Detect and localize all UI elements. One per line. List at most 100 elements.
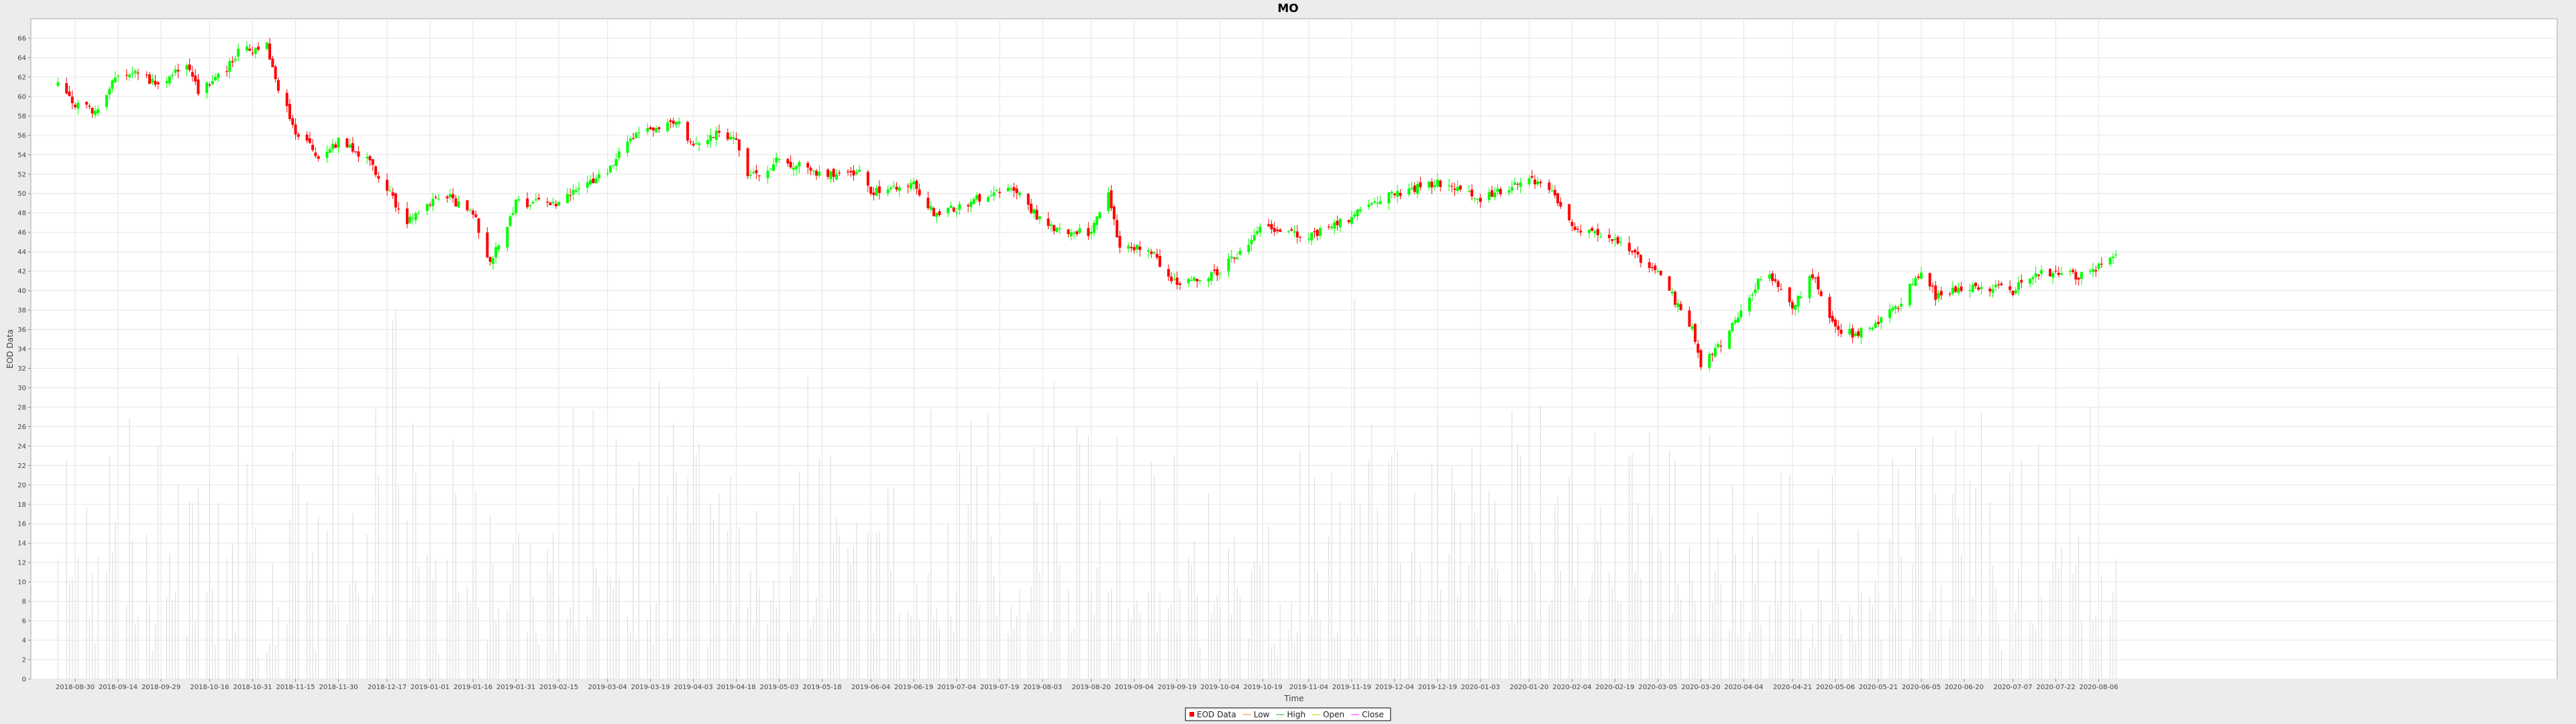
x-tick-label: 2018-09-14 bbox=[99, 684, 138, 691]
candle-body bbox=[1659, 270, 1662, 276]
candle-body bbox=[1596, 229, 1599, 235]
candle-body bbox=[1175, 278, 1179, 285]
candle-body bbox=[1728, 330, 1731, 349]
candle-body bbox=[1690, 326, 1694, 329]
candle-body bbox=[337, 137, 340, 148]
candle-body bbox=[2074, 272, 2078, 280]
x-tick-label: 2020-07-22 bbox=[2036, 684, 2075, 691]
candle-body bbox=[1227, 258, 1230, 272]
x-tick-label: 2019-11-04 bbox=[1289, 684, 1328, 691]
candle-body bbox=[1510, 187, 1513, 191]
candle-body bbox=[1697, 343, 1700, 353]
candle-body bbox=[1356, 209, 1359, 217]
candle-body bbox=[65, 83, 68, 94]
x-tick-label: 2020-01-20 bbox=[1509, 684, 1548, 691]
candle-body bbox=[932, 208, 935, 217]
candle-body bbox=[912, 181, 916, 184]
candle-body bbox=[1573, 226, 1576, 230]
candle-body bbox=[131, 72, 134, 74]
candle-body bbox=[1159, 255, 1162, 267]
candle-body bbox=[1971, 284, 1974, 292]
candle-body bbox=[165, 81, 168, 83]
candle-body bbox=[935, 213, 938, 217]
candle-body bbox=[987, 197, 990, 202]
candle-body bbox=[1588, 229, 1591, 233]
candle-body bbox=[1116, 220, 1119, 237]
candle-body bbox=[531, 202, 535, 204]
candle-body bbox=[1768, 274, 1771, 279]
candle-body bbox=[1679, 304, 1682, 310]
candle-body bbox=[2108, 257, 2112, 265]
candle-body bbox=[276, 80, 280, 91]
x-tick-label: 2018-11-15 bbox=[276, 684, 315, 691]
candle-body bbox=[434, 196, 437, 198]
candle-body bbox=[809, 168, 812, 171]
candle-body bbox=[1379, 201, 1382, 204]
candle-body bbox=[431, 198, 435, 206]
candle-body bbox=[1479, 198, 1482, 202]
candle-body bbox=[1195, 279, 1199, 282]
candle-body bbox=[411, 218, 415, 219]
candle-body bbox=[1914, 278, 1917, 286]
candle-body bbox=[1279, 229, 1282, 232]
candle-body bbox=[706, 139, 709, 145]
candle-body bbox=[1333, 222, 1336, 229]
candle-body bbox=[838, 172, 841, 174]
candle-body bbox=[835, 174, 838, 180]
candle-body bbox=[374, 166, 377, 176]
candle-body bbox=[792, 168, 795, 170]
chart-title: MO bbox=[1277, 2, 1298, 15]
candle-body bbox=[145, 74, 148, 76]
candle-body bbox=[1579, 231, 1582, 233]
candle-body bbox=[1536, 181, 1540, 185]
candle-body bbox=[1193, 278, 1196, 281]
candle-body bbox=[1717, 344, 1720, 348]
candle-body bbox=[1611, 239, 1614, 241]
candle-body bbox=[1496, 188, 1499, 192]
candle-body bbox=[56, 82, 60, 86]
candle-body bbox=[1848, 328, 1851, 335]
candle-body bbox=[1977, 287, 1980, 290]
candle-body bbox=[1353, 214, 1356, 217]
candle-body bbox=[1098, 212, 1102, 219]
candle-body bbox=[2049, 269, 2051, 277]
candle-body bbox=[594, 178, 598, 184]
candle-body bbox=[775, 157, 778, 163]
candle-body bbox=[2014, 290, 2017, 294]
candle-body bbox=[752, 172, 755, 174]
candle-body bbox=[1190, 280, 1193, 281]
candle-body bbox=[1319, 228, 1322, 236]
candle-body bbox=[1273, 228, 1276, 232]
candle-body bbox=[872, 192, 875, 195]
candle-body bbox=[457, 201, 460, 208]
candle-body bbox=[288, 104, 291, 119]
y-tick-label: 38 bbox=[17, 307, 26, 314]
candle-body bbox=[698, 143, 701, 145]
candle-body bbox=[1118, 236, 1122, 248]
candle-body bbox=[1997, 284, 2000, 286]
candle-body bbox=[1046, 218, 1050, 227]
candle-body bbox=[1092, 223, 1095, 233]
candle-body bbox=[886, 189, 890, 194]
candle-body bbox=[2057, 273, 2060, 276]
y-tick-label: 64 bbox=[17, 54, 26, 62]
candle-body bbox=[1733, 320, 1737, 323]
candle-body bbox=[371, 159, 374, 165]
candle-body bbox=[1670, 291, 1674, 294]
candle-body bbox=[672, 120, 675, 124]
candle-body bbox=[1934, 285, 1937, 300]
candle-body bbox=[454, 198, 458, 206]
x-tick-label: 2020-03-05 bbox=[1638, 684, 1677, 691]
candle-body bbox=[2077, 278, 2080, 280]
legend-label: Low bbox=[1254, 710, 1270, 719]
candle-body bbox=[1210, 272, 1213, 281]
y-tick-label: 0 bbox=[22, 676, 26, 684]
candle-body bbox=[1908, 284, 1911, 306]
candle-body bbox=[191, 72, 194, 77]
candle-body bbox=[405, 208, 409, 225]
candle-body bbox=[1358, 209, 1362, 212]
candle-body bbox=[1974, 282, 1978, 287]
candle-body bbox=[1216, 269, 1219, 276]
candle-body bbox=[1038, 216, 1041, 219]
candle-body bbox=[637, 132, 641, 133]
